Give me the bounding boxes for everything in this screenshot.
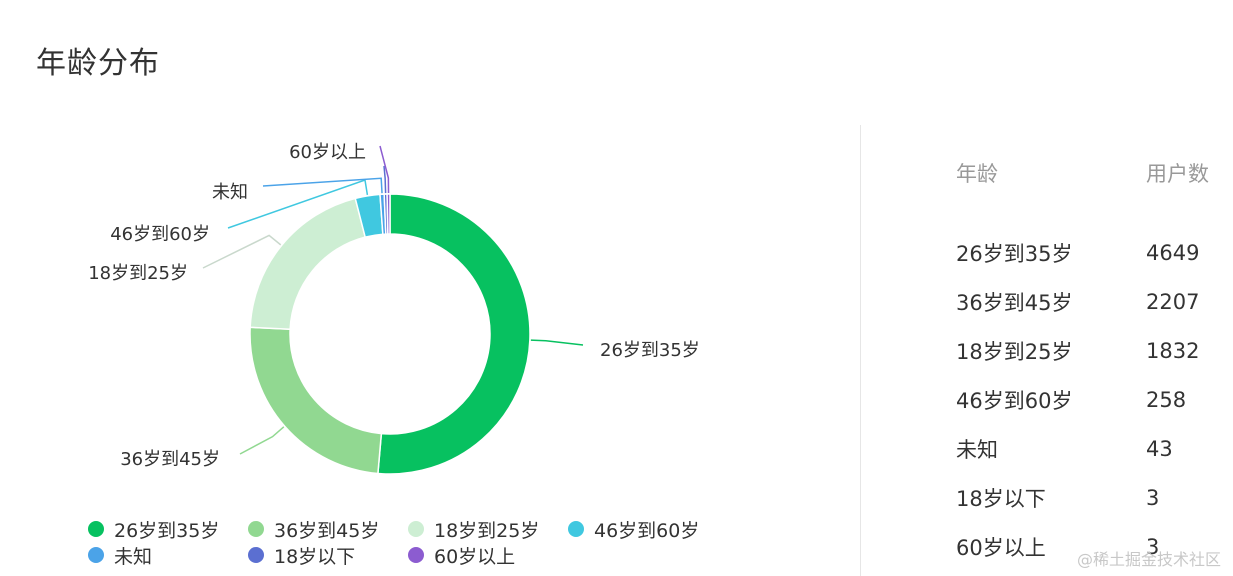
chart-title: 年龄分布 <box>36 46 160 81</box>
table-body: 26岁到35岁 4649 36岁到45岁 2207 18岁到25岁 1832 46岁到60岁… <box>956 228 1233 571</box>
donut-slice[interactable] <box>377 193 531 475</box>
slice-label: 18岁到25岁 <box>88 263 188 284</box>
legend-marker <box>408 521 424 537</box>
table-cell-age: 46岁到60岁 <box>956 388 1073 413</box>
legend-label: 46岁到60岁 <box>594 519 700 542</box>
legend-marker <box>88 547 104 563</box>
leader-line <box>383 165 387 194</box>
table-cell-age: 18岁以下 <box>956 486 1046 511</box>
leader-line <box>262 177 383 194</box>
donut-slice[interactable] <box>249 197 367 330</box>
table-cell-age: 60岁以上 <box>956 535 1046 560</box>
legend-item[interactable]: 未知 <box>88 542 248 568</box>
table-cell-users: 1832 <box>1146 338 1200 363</box>
legend-item[interactable]: 18岁到25岁 <box>408 516 568 542</box>
leader-line <box>530 339 584 346</box>
slice-label: 46岁到60岁 <box>110 224 210 245</box>
table-row: 36岁到45岁 2207 <box>956 277 1233 326</box>
legend-marker <box>88 521 104 537</box>
table-row: 未知 43 <box>956 424 1233 473</box>
slice-label: 60岁以上 <box>289 142 366 163</box>
slice-label: 未知 <box>212 182 248 203</box>
donut-slice[interactable] <box>249 326 383 475</box>
leader-line <box>379 145 390 194</box>
table-cell-users: 4649 <box>1146 240 1200 265</box>
slice-label: 36岁到45岁 <box>120 449 220 470</box>
vertical-divider <box>860 125 861 576</box>
table-row: 46岁到60岁 258 <box>956 375 1233 424</box>
legend-label: 60岁以上 <box>434 545 516 568</box>
table-cell-users: 43 <box>1146 436 1173 461</box>
legend-label: 18岁到25岁 <box>434 519 540 542</box>
legend-label: 26岁到35岁 <box>114 519 220 542</box>
table-row: 18岁以下 3 <box>956 473 1233 522</box>
age-table: 年龄 用户数 26岁到35岁 4649 36岁到45岁 2207 18岁到25岁 1832… <box>956 158 1233 571</box>
table-cell-age: 未知 <box>956 437 998 462</box>
table-row: 60岁以上 3 <box>956 522 1233 571</box>
legend-label: 未知 <box>114 545 153 568</box>
legend-item[interactable]: 18岁以下 <box>248 542 408 568</box>
legend-item[interactable]: 36岁到45岁 <box>248 516 408 542</box>
legend-marker <box>408 547 424 563</box>
table-header: 年龄 用户数 <box>956 158 1233 228</box>
legend-item[interactable]: 60岁以上 <box>408 542 568 568</box>
legend-marker <box>568 521 584 537</box>
table-cell-age: 18岁到25岁 <box>956 339 1073 364</box>
legend-marker <box>248 521 264 537</box>
legend-label: 18岁以下 <box>274 545 356 568</box>
legend-item[interactable]: 26岁到35岁 <box>88 516 248 542</box>
donut-slice[interactable] <box>386 193 391 235</box>
legend-marker <box>248 547 264 563</box>
leader-line <box>202 234 282 269</box>
table-cell-users: 3 <box>1146 485 1160 510</box>
legend-label: 36岁到45岁 <box>274 519 380 542</box>
table-cell-users: 258 <box>1146 387 1187 412</box>
table-row: 18岁到25岁 1832 <box>956 326 1233 375</box>
table-cell-users: 2207 <box>1146 289 1200 314</box>
table-row: 26岁到35岁 4649 <box>956 228 1233 277</box>
table-cell-age: 26岁到35岁 <box>956 241 1073 266</box>
table-cell-age: 36岁到45岁 <box>956 290 1073 315</box>
table-cell-users: 3 <box>1146 534 1160 559</box>
watermark: @稀土掘金技术社区 <box>1076 550 1221 569</box>
header-users: 用户数 <box>1146 162 1209 186</box>
slice-label: 26岁到35岁 <box>600 340 700 361</box>
legend-item[interactable]: 46岁到60岁 <box>568 516 728 542</box>
chart-legend: 26岁到35岁 36岁到45岁 18岁到25岁 46岁到60岁未知 18岁以下 60岁以上 <box>88 516 788 568</box>
header-age: 年龄 <box>956 162 998 186</box>
leader-line <box>239 426 285 455</box>
